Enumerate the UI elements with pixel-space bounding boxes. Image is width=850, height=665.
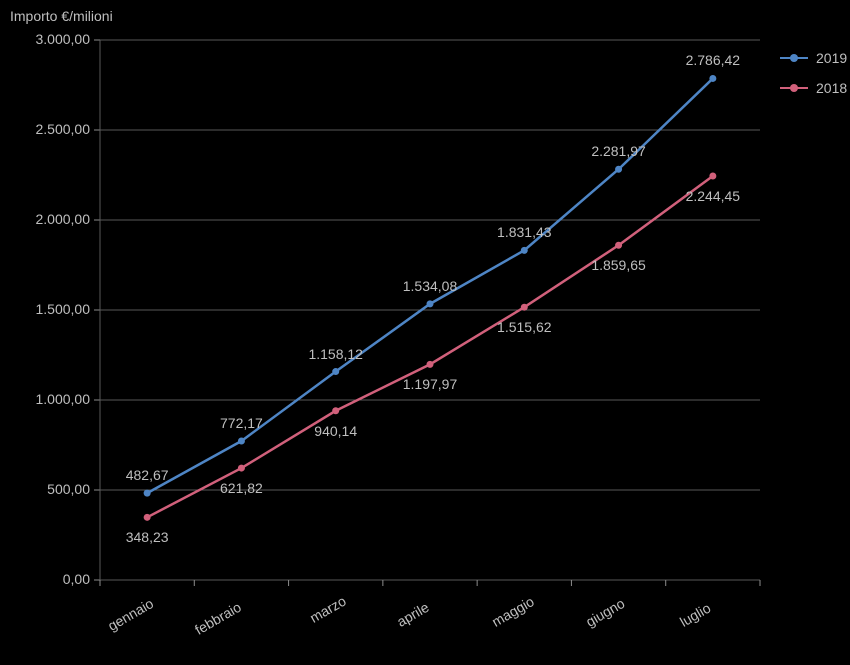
data-label-2018: 621,82 [220,480,263,496]
data-label-2019: 1.831,43 [497,224,552,240]
data-label-2018: 1.515,62 [497,319,552,335]
data-label-2018: 1.859,65 [591,257,646,273]
legend-label: 2018 [816,80,847,96]
y-tick-label: 1.000,00 [5,391,90,407]
data-label-2019: 772,17 [220,415,263,431]
y-tick-label: 0,00 [5,571,90,587]
data-label-2018: 348,23 [126,529,169,545]
data-label-2019: 482,67 [126,467,169,483]
data-label-2018: 2.244,45 [686,188,741,204]
y-tick-label: 2.500,00 [5,121,90,137]
y-tick-label: 1.500,00 [5,301,90,317]
chart-container: Importo €/milioni 0,00500,001.000,001.50… [0,0,850,665]
legend-marker-dot [790,84,798,92]
data-label-2019: 2.281,97 [591,143,646,159]
data-label-2018: 1.197,97 [403,376,458,392]
y-tick-label: 500,00 [5,481,90,497]
data-label-2019: 1.158,12 [308,346,363,362]
legend-label: 2019 [816,50,847,66]
data-label-2019: 2.786,42 [686,52,741,68]
data-label-2019: 1.534,08 [403,278,458,294]
legend-item-2019: 2019 [780,50,847,66]
data-label-2018: 940,14 [314,423,357,439]
legend-item-2018: 2018 [780,80,847,96]
y-tick-label: 3.000,00 [5,31,90,47]
chart-svg [0,0,850,665]
legend-marker [780,57,808,59]
legend-marker-dot [790,54,798,62]
y-tick-label: 2.000,00 [5,211,90,227]
legend-marker [780,87,808,89]
